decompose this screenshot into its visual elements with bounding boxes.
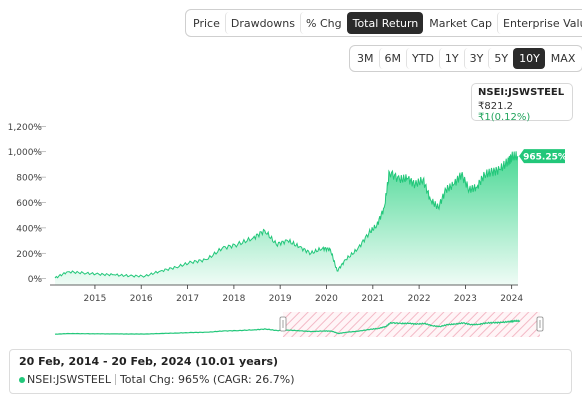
summary-panel: 20 Feb, 2014 - 20 Feb, 2024 (10.01 years… xyxy=(9,349,572,394)
end-value-label: 965.25% xyxy=(523,153,567,163)
x-tick-label: 2017 xyxy=(176,294,199,304)
tab-total-return[interactable]: Total Return xyxy=(346,12,424,34)
x-tick-label: 2021 xyxy=(361,294,384,304)
range-max[interactable]: MAX xyxy=(550,52,576,65)
y-tick-label: 800% xyxy=(16,174,42,184)
x-tick-label: 2020 xyxy=(315,294,338,304)
divider xyxy=(114,374,116,385)
ticker-card: NSEI:JSWSTEEL ₹821.2 ₹1(0.12%) xyxy=(471,83,573,123)
tab-price[interactable]: Price xyxy=(193,16,220,30)
range-6m[interactable]: 6M xyxy=(378,48,407,69)
ticker-symbol: NSEI:JSWSTEEL xyxy=(478,87,565,98)
x-tick-label: 2019 xyxy=(269,294,292,304)
tab-pct-chg[interactable]: % Chg xyxy=(300,12,347,34)
x-tick-label: 2022 xyxy=(408,294,431,304)
range-1y[interactable]: 1Y xyxy=(438,48,464,69)
range-5y[interactable]: 5Y xyxy=(488,48,513,69)
ticker-price: ₹821.2 xyxy=(478,101,513,112)
range-3m[interactable]: 3M xyxy=(357,52,374,65)
x-tick-label: 2024 xyxy=(500,294,523,304)
y-tick-label: 0% xyxy=(28,275,43,285)
series-dot xyxy=(19,376,25,383)
end-value-badge xyxy=(519,149,565,164)
date-range-text: 20 Feb, 2014 - 20 Feb, 2024 (10.01 years… xyxy=(19,355,279,368)
range-3y[interactable]: 3Y xyxy=(463,48,489,69)
tab-enterprise-value[interactable]: Enterprise Value xyxy=(497,12,582,34)
x-tick-label: 2018 xyxy=(222,294,245,304)
y-tick-label: 400% xyxy=(16,224,42,234)
total-return-chart: 1,200% 1,000% 800% 600% 400% 200% 0% 2015 2016 20… xyxy=(8,123,567,337)
metric-toggle: Price Drawdowns% Chg Total Return Market Ca… xyxy=(185,9,582,37)
y-tick-label: 1,000% xyxy=(8,148,43,158)
range-toggle: 3M 6M YTD 1Y 3Y 5Y 10Y MAX xyxy=(349,45,582,72)
y-tick-label: 1,200% xyxy=(8,123,43,133)
range-ytd[interactable]: YTD xyxy=(406,48,439,69)
x-tick-label: 2015 xyxy=(83,294,106,304)
tab-market-cap[interactable]: Market Cap xyxy=(429,16,493,30)
x-tick-label: 2016 xyxy=(130,294,153,304)
range-10y[interactable]: 10Y xyxy=(513,48,545,69)
series-line xyxy=(54,151,519,279)
y-tick-label: 600% xyxy=(16,199,42,209)
tab-drawdowns[interactable]: Drawdowns xyxy=(224,12,300,34)
summary-symbol: NSEI:JSWSTEEL xyxy=(27,373,111,386)
total-change-text: Total Chg: 965% (CAGR: 26.7%) xyxy=(119,373,295,386)
series-area xyxy=(55,151,518,285)
ticker-change: ₹1(0.12%) xyxy=(478,112,531,123)
navigator-line xyxy=(54,319,521,335)
x-tick-label: 2023 xyxy=(454,294,477,304)
y-tick-label: 200% xyxy=(16,250,42,260)
